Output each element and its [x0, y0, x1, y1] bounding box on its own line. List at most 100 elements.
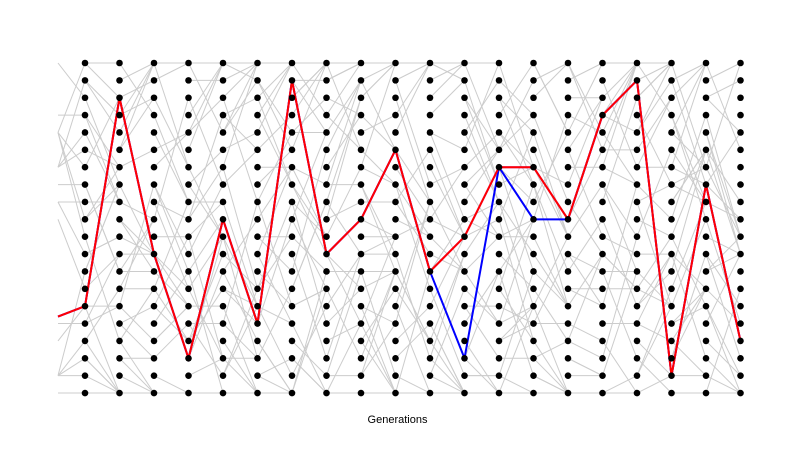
genealogy-edge [705, 79, 741, 99]
individual-dot [288, 354, 296, 362]
genealogy-edge [498, 80, 534, 116]
individual-dot [495, 354, 503, 362]
genealogy-edge [636, 97, 672, 151]
genealogy-edge [291, 97, 327, 133]
individual-dot [185, 77, 192, 84]
individual-dot [530, 181, 537, 188]
individual-dot [150, 198, 158, 206]
individual-dot [219, 285, 227, 293]
individual-dot [426, 111, 434, 119]
individual-dot [357, 285, 365, 293]
individual-dot [633, 216, 641, 223]
individual-dot [288, 146, 296, 154]
genealogy-edge [57, 132, 86, 168]
individual-dot [219, 129, 227, 136]
individual-dot [254, 77, 261, 84]
individual-dot [737, 354, 744, 362]
individual-dot [357, 163, 365, 171]
individual-dot [599, 285, 606, 293]
individual-dot [564, 59, 572, 67]
individual-dot [254, 198, 261, 206]
individual-dot [219, 198, 227, 206]
individual-dot [702, 354, 710, 362]
individual-dot [288, 389, 296, 397]
individual-dot [426, 129, 434, 136]
individual-dot [392, 285, 399, 293]
individual-dot [81, 285, 89, 293]
genealogy-edge [84, 184, 120, 272]
genealogy-edge [153, 184, 189, 272]
genealogy-edge [84, 80, 120, 133]
individual-dot [185, 181, 192, 188]
genealogy-edge [429, 375, 465, 394]
individual-dot [288, 94, 296, 102]
individual-dot [495, 320, 503, 327]
genealogy-edge [326, 62, 362, 116]
individual-dot [530, 285, 537, 293]
individual-dot [737, 389, 744, 397]
individual-dot [185, 285, 192, 293]
genealogy-edge [705, 236, 741, 255]
genealogy-edge [222, 340, 258, 394]
genealogy-edge [57, 80, 86, 168]
genealogy-edge [291, 340, 327, 377]
individual-dot [323, 181, 330, 188]
individual-dot [323, 94, 330, 102]
individual-dot [219, 94, 227, 102]
individual-dot [668, 354, 675, 362]
individual-dot [323, 163, 330, 171]
genealogy-edge [153, 375, 189, 394]
genealogy-edge [326, 97, 362, 203]
genealogy-edge [257, 357, 293, 377]
genealogy-edge [671, 62, 707, 133]
genealogy-edge [188, 166, 224, 220]
individual-dot [633, 111, 641, 119]
genealogy-edge [291, 201, 327, 289]
genealogy-edge [533, 114, 569, 220]
genealogy-edge [636, 149, 672, 237]
individual-dot [323, 320, 330, 327]
individual-dot [702, 250, 710, 258]
individual-dot [426, 372, 434, 379]
individual-dot [530, 250, 537, 258]
individual-dot [81, 129, 89, 136]
individual-dot [495, 94, 503, 102]
individual-dot [288, 77, 296, 84]
genealogy-edge [188, 114, 224, 220]
individual-dot [461, 59, 468, 67]
individual-dot [461, 181, 468, 188]
individual-dot [219, 181, 227, 188]
individual-dot [150, 59, 158, 67]
individual-dot [461, 320, 468, 327]
individual-dot [150, 146, 158, 154]
genealogy-edge [705, 62, 741, 81]
individual-dot [426, 77, 434, 84]
genealogy-edge [567, 357, 603, 377]
individual-dot [81, 268, 89, 275]
individual-dot [150, 268, 158, 275]
individual-dot [702, 198, 710, 206]
individual-dot [357, 389, 365, 397]
individual-dot [81, 302, 89, 310]
genealogy-edge [153, 201, 189, 220]
genealogy-edge [636, 305, 672, 376]
genealogy-edge [429, 218, 465, 238]
individual-dot [357, 216, 365, 223]
genealogy-edge [602, 271, 638, 376]
genealogy-edge [119, 62, 155, 151]
individual-dot [495, 372, 503, 379]
individual-dot [254, 181, 261, 188]
individual-dot [185, 337, 192, 345]
individual-dot [495, 146, 503, 154]
genealogy-edge [671, 219, 707, 307]
genealogy-edge [291, 236, 327, 272]
individual-dot [668, 146, 675, 154]
genealogy-edge [153, 132, 189, 203]
individual-dot [219, 354, 227, 362]
genealogy-edge [257, 166, 293, 220]
individual-dot [116, 372, 123, 379]
genealogy-edge [257, 305, 293, 324]
genealogy-edge [671, 80, 707, 185]
individual-dot [323, 250, 330, 258]
genealogy-edge [567, 149, 603, 220]
